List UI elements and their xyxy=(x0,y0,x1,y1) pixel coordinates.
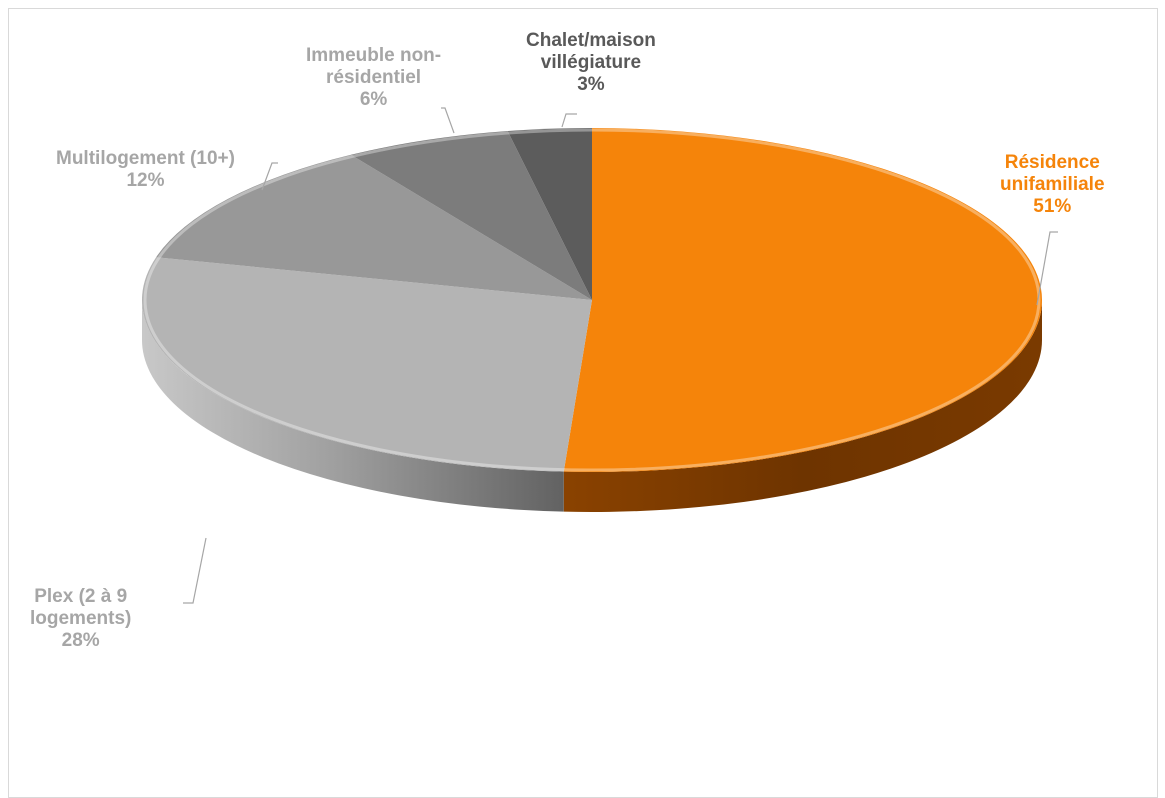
slice-percent: 3% xyxy=(577,74,605,95)
pie-slice-3 xyxy=(350,131,592,300)
slice-percent: 28% xyxy=(61,630,100,651)
slice-label-multilogement: Multilogement (10+) 12% xyxy=(56,148,235,192)
slice-percent: 51% xyxy=(1033,196,1072,217)
slice-label-immeuble-non-residentiel: Immeuble non- résidentiel 6% xyxy=(306,45,441,111)
leader-line-2 xyxy=(261,162,278,191)
leader-line-1 xyxy=(183,537,207,604)
slice-name-line-2: unifamiliale xyxy=(1000,174,1105,195)
slice-name-line-1: Résidence xyxy=(1004,152,1100,173)
pie-slice-1 xyxy=(141,257,592,472)
pie-slice-4 xyxy=(507,128,592,300)
slice-percent: 12% xyxy=(126,170,165,191)
slice-name-line-2: résidentiel xyxy=(326,67,422,88)
leader-line-3 xyxy=(441,107,455,134)
slice-name-line-2: villégiature xyxy=(540,52,642,73)
pie-side-1 xyxy=(142,300,564,512)
pie-slice-2 xyxy=(156,154,592,300)
pie-side-0 xyxy=(563,300,1042,512)
slice-label-plex: Plex (2 à 9 logements) 28% xyxy=(30,586,131,652)
slice-name-line-2: logements) xyxy=(30,608,132,629)
slice-label-residence-unifamiliale: Résidence unifamiliale 51% xyxy=(1000,152,1105,218)
slice-name-line-1: Immeuble non- xyxy=(306,45,442,66)
slice-percent: 6% xyxy=(359,89,388,110)
leader-line-0 xyxy=(1036,231,1058,306)
leader-line-4 xyxy=(561,113,577,128)
slice-name-line-1: Multilogement (10+) xyxy=(56,148,235,169)
slice-name-line-1: Plex (2 à 9 xyxy=(34,586,128,607)
pie-rim-highlight xyxy=(143,128,1041,472)
slice-label-chalet-maison-villegiature: Chalet/maison villégiature 3% xyxy=(526,30,656,96)
pie-slice-0 xyxy=(563,128,1043,472)
slice-name-line-1: Chalet/maison xyxy=(526,30,656,51)
